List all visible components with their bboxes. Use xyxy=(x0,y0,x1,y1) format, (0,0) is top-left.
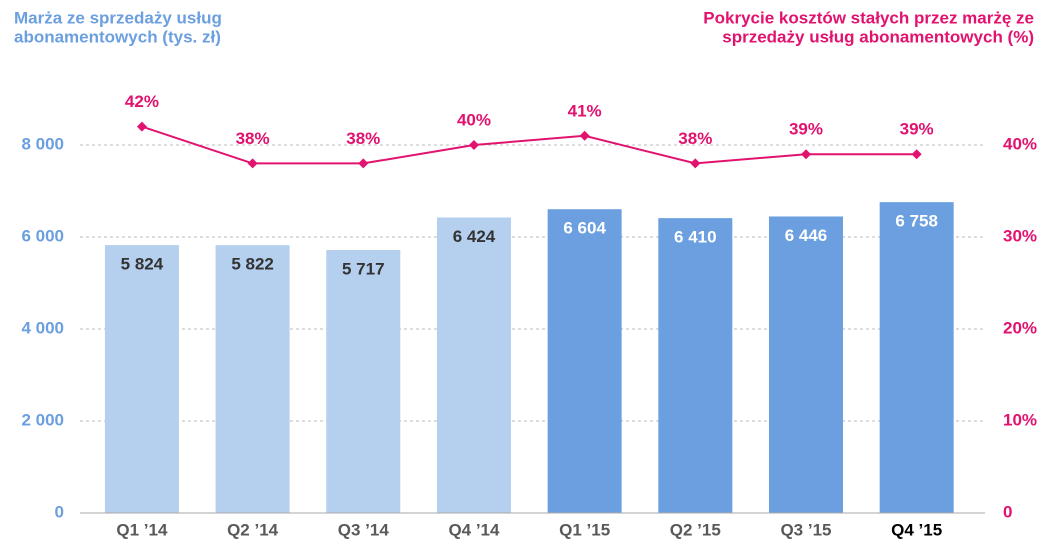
bar xyxy=(768,216,843,513)
bar xyxy=(658,218,733,513)
bar-value-label: 5 822 xyxy=(231,255,274,274)
x-tick-label: Q1 ’14 xyxy=(116,520,168,539)
line xyxy=(141,125,917,165)
line-marker xyxy=(247,158,258,169)
line-marker xyxy=(136,121,147,132)
y2-tick-label: 0 xyxy=(1003,502,1012,521)
x-tick-label: Q1 ’15 xyxy=(559,520,610,539)
y2-tick-label: 30% xyxy=(1003,226,1037,245)
x-tick-label: Q2 ’14 xyxy=(227,520,279,539)
line-value-label: 38% xyxy=(346,129,380,148)
bar-value-label: 6 446 xyxy=(785,226,828,245)
line-value-label: 39% xyxy=(789,120,823,139)
bar xyxy=(326,250,401,513)
x-tick-label: Q4 ’14 xyxy=(448,520,500,539)
bar-value-label: 6 604 xyxy=(563,219,606,238)
bar-value-label: 5 824 xyxy=(121,255,164,274)
line-value-label: 40% xyxy=(457,110,491,129)
line-value-label: 38% xyxy=(678,129,712,148)
y-tick-label: 4 000 xyxy=(21,318,64,337)
bar-value-label: 6 758 xyxy=(895,212,938,231)
line-marker xyxy=(690,158,701,169)
y-axis-title: abonamentowych (tys. zł) xyxy=(14,27,221,46)
line-value-label: 39% xyxy=(900,120,934,139)
bar xyxy=(547,209,622,513)
x-tick-label: Q2 ’15 xyxy=(670,520,721,539)
y2-tick-label: 40% xyxy=(1003,134,1037,153)
x-tick-label: Q3 ’14 xyxy=(338,520,390,539)
line-marker xyxy=(800,149,811,160)
bar xyxy=(104,245,179,513)
y2-axis-title: sprzedaży usług abonamentowych (%) xyxy=(722,27,1034,46)
line-marker xyxy=(911,149,922,160)
y-tick-label: 0 xyxy=(55,502,64,521)
line-value-label: 38% xyxy=(236,129,270,148)
bar xyxy=(436,217,511,513)
y2-tick-label: 10% xyxy=(1003,410,1037,429)
bar-value-label: 5 717 xyxy=(342,260,385,279)
line-marker xyxy=(358,158,369,169)
bar-value-label: 6 424 xyxy=(453,227,496,246)
y-tick-label: 8 000 xyxy=(21,134,64,153)
x-tick-label: Q3 ’15 xyxy=(780,520,831,539)
y-tick-label: 6 000 xyxy=(21,226,64,245)
y2-tick-label: 20% xyxy=(1003,318,1037,337)
y-axis-title: Marża ze sprzedaży usług xyxy=(14,8,222,27)
x-tick-label: Q4 ’15 xyxy=(891,520,942,539)
line-value-label: 41% xyxy=(568,101,602,120)
bar-value-label: 6 410 xyxy=(674,228,717,247)
line-marker xyxy=(468,140,479,150)
y-tick-label: 2 000 xyxy=(21,410,64,429)
bar xyxy=(879,202,954,513)
bar xyxy=(215,245,290,514)
y2-axis-title: Pokrycie kosztów stałych przez marżę ze xyxy=(703,8,1034,27)
line-value-label: 42% xyxy=(125,92,159,111)
line-marker xyxy=(579,130,590,141)
